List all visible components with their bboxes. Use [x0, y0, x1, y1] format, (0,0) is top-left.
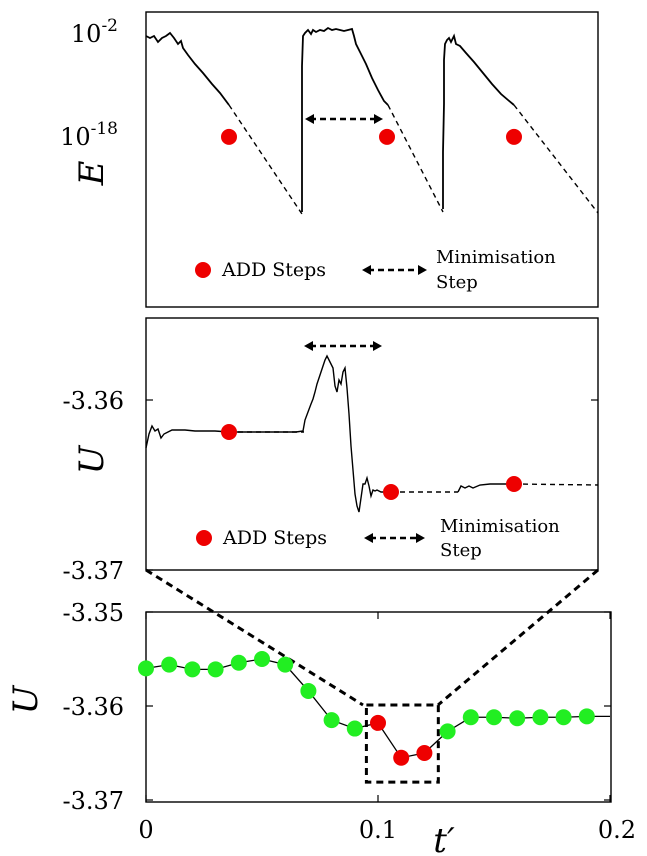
top-energy-solid-segment-3 [442, 33, 515, 209]
bottom-add-step-point [393, 749, 410, 766]
top-y-tick-label: 10-18 [60, 119, 118, 151]
bottom-data-point [207, 661, 224, 678]
bottom-data-point [254, 651, 270, 667]
top-energy-solid-segment-1 [145, 31, 230, 106]
bottom-y-tick-label: -3.37 [62, 787, 124, 815]
middle-add-step-point [383, 484, 399, 500]
top-panel: 10-2 10-18 E ADD Steps Minimisation Step [60, 11, 599, 308]
middle-minimisation-arrow [304, 341, 382, 351]
bottom-x-axis-label: t′ [433, 821, 455, 856]
bottom-x-tick-label: 0 [138, 816, 153, 844]
bottom-data-point [277, 656, 294, 673]
bottom-data-point [462, 709, 479, 726]
bottom-data-point [346, 720, 363, 737]
middle-legend: ADD Steps Minimisation Step [196, 516, 560, 561]
middle-add-step-point [221, 424, 237, 440]
bottom-data-point [578, 708, 595, 725]
top-minimisation-arrow [305, 114, 383, 124]
bottom-data-point [184, 661, 201, 678]
middle-panel: -3.36-3.37 U ADD Steps Minimisation Ste [62, 317, 599, 585]
bottom-y-tick-label: -3.36 [62, 693, 124, 721]
middle-add-step-point [506, 476, 522, 492]
bottom-data-point [138, 660, 154, 677]
middle-legend-min-label-line2: Step [440, 540, 482, 561]
middle-add-step-points [221, 424, 522, 500]
top-add-step-point [221, 128, 237, 145]
bottom-y-tick-label: -3.35 [62, 599, 124, 627]
middle-dashed-segment-3 [513, 483, 599, 486]
bottom-data-point [532, 709, 549, 726]
bottom-data-point [161, 656, 178, 673]
bottom-data-point [300, 682, 317, 699]
bottom-data-point [439, 723, 456, 740]
middle-legend-min-label-line1: Minimisation [440, 516, 560, 537]
top-add-step-point [506, 128, 522, 145]
top-legend-min-label-line2: Step [436, 272, 478, 293]
bottom-x-tick-label: 0.1 [359, 816, 397, 844]
bottom-add-step-point [370, 714, 386, 731]
bottom-add-step-point [416, 745, 433, 761]
zoom-connector-left [145, 568, 364, 707]
bottom-data-point [509, 710, 526, 727]
top-y-tick-labels: 10-2 10-18 [60, 16, 118, 151]
top-legend-add-label: ADD Steps [221, 259, 326, 281]
bottom-data-point [486, 709, 502, 726]
top-energy-dashed-segment-3 [513, 104, 599, 214]
top-legend-add-marker [195, 262, 211, 278]
middle-y-tick-label: -3.36 [62, 387, 124, 415]
bottom-axis-ticks: -3.35 -3.36 -3.37 0 0.1 0.2 [62, 599, 636, 844]
top-legend-min-marker [362, 265, 427, 275]
bottom-series-points [138, 651, 595, 766]
top-energy-lines [145, 26, 599, 215]
top-add-step-points [221, 128, 522, 145]
bottom-zoom-box [364, 703, 440, 784]
top-add-step-point [379, 128, 395, 145]
bottom-plot-frame [145, 611, 612, 803]
middle-energy-curve [145, 354, 391, 513]
middle-legend-add-marker [196, 530, 212, 546]
middle-y-ticks: -3.36 -3.37 [62, 387, 598, 585]
top-y-axis-label: E [72, 160, 112, 186]
bottom-zoom-rectangle [364, 703, 440, 784]
bottom-x-tick-label: 0.2 [598, 816, 636, 844]
top-plot-frame [145, 11, 599, 308]
top-y-tick-label: 10-2 [71, 16, 118, 48]
middle-plot-frame [145, 317, 599, 571]
bottom-data-point [230, 654, 247, 671]
bottom-data-point [323, 712, 340, 729]
top-energy-dashed-segment-1 [228, 104, 303, 215]
zoom-connector-right [437, 568, 599, 707]
middle-legend-add-label: ADD Steps [222, 527, 327, 549]
bottom-panel: -3.35 -3.36 -3.37 0 0.1 0.2 U t′ [6, 599, 636, 856]
bottom-data-point [555, 709, 572, 726]
zoom-connectors [145, 568, 599, 707]
middle-y-axis-label: U [72, 444, 112, 474]
top-legend: ADD Steps Minimisation Step [195, 247, 556, 293]
middle-y-tick-label: -3.37 [62, 557, 124, 585]
top-energy-solid-segment-2 [301, 26, 389, 212]
top-energy-dashed-segment-2 [387, 104, 444, 213]
middle-energy-curve-tail [457, 483, 514, 493]
top-legend-min-label-line1: Minimisation [436, 247, 556, 268]
bottom-y-axis-label: U [6, 684, 46, 714]
middle-legend-min-marker [364, 533, 425, 543]
